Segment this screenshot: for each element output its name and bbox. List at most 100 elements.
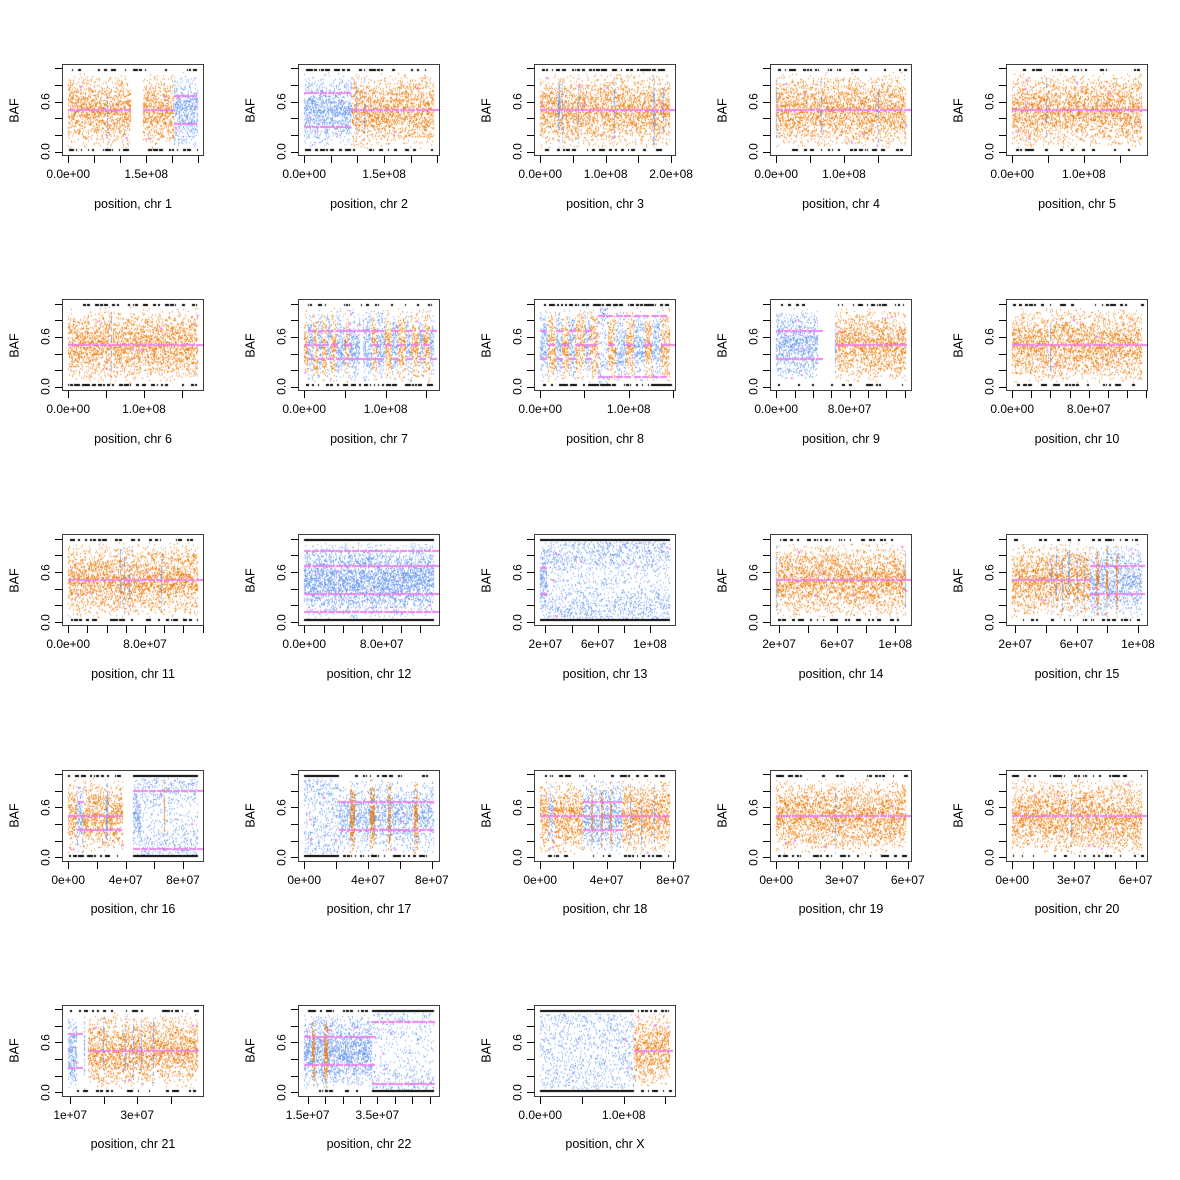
y-tick-mark	[527, 353, 534, 355]
y-tick-mark	[291, 303, 298, 305]
x-tick-mark	[1053, 861, 1055, 869]
x-tick-label: 3e+07	[825, 872, 859, 887]
y-tick-label: 0.6	[982, 798, 997, 816]
y-tick-mark	[527, 1075, 534, 1077]
x-tick-mark	[145, 626, 146, 634]
x-tick-label: 6e+07	[1059, 637, 1094, 652]
x-tick-mark	[841, 861, 843, 869]
x-axis-title-chr-2: position, chr 2	[330, 196, 408, 211]
x-tick-mark	[146, 156, 148, 163]
x-tick-mark	[1107, 391, 1109, 399]
x-tick-mark	[623, 1096, 625, 1104]
panel-chr-3: 0.0 0.6 0.0e+00 1.0e+08 2.0e+08 BAF position, …	[472, 0, 708, 236]
x-tick-mark	[1126, 391, 1128, 399]
x-tick-mark	[540, 861, 542, 869]
x-tick-mark	[304, 156, 306, 163]
x-tick-mark	[426, 391, 428, 399]
y-tick-mark	[55, 118, 62, 120]
y-tick-mark	[291, 622, 298, 624]
x-tick-mark	[1050, 391, 1052, 399]
panel-chr-18: 0.0 0.6 0e+00 4e+07 8e+07 BAF position, chr 18	[472, 706, 708, 942]
y-axis-label: BAF	[243, 333, 258, 358]
panel-chr-8: 0.0 0.6 0.0e+00 1.0e+08 BAF position, chr 8	[472, 235, 708, 471]
y-tick-mark	[763, 68, 770, 70]
scatter-canvas-chr-12	[299, 535, 439, 626]
y-tick-mark	[291, 790, 298, 792]
y-tick-label: 0.6	[746, 798, 761, 816]
scatter-canvas-chr-7	[299, 300, 439, 391]
x-tick-mark	[606, 861, 608, 869]
y-axis-label: BAF	[479, 97, 494, 123]
panel-chr-4: 0.0 0.6 0.0e+00 1.0e+08 BAF position, chr 4	[708, 0, 944, 236]
y-axis-label: BAF	[7, 803, 22, 828]
y-tick-mark	[527, 1092, 534, 1094]
y-tick-mark	[291, 68, 298, 70]
x-axis-title-chr-10: position, chr 10	[1034, 431, 1120, 446]
x-tick-label: 8e+07	[656, 872, 690, 887]
x-tick-label: 1e+07	[53, 1107, 88, 1122]
x-tick-mark	[1083, 156, 1085, 163]
scatter-canvas-chr-2	[299, 65, 439, 155]
y-tick-mark	[527, 1009, 534, 1011]
x-tick-label: 1.0e+08	[583, 167, 628, 181]
y-tick-mark	[291, 370, 298, 372]
x-tick-label: 1e+08	[1121, 637, 1155, 652]
y-tick-label: 0.0	[982, 378, 997, 396]
x-axis-title-chr-11: position, chr 11	[91, 666, 175, 681]
x-tick-mark	[154, 861, 156, 869]
x-tick-mark	[307, 1096, 309, 1104]
panel-chr-X: 0.0 0.6 0.0e+00 1.0e+08 BAF position, chr X	[472, 941, 708, 1177]
x-tick-mark	[895, 626, 897, 634]
scatter-canvas-chr-14	[771, 535, 911, 626]
x-tick-label: 8.0e+07	[1066, 402, 1111, 417]
y-tick-mark	[527, 1042, 534, 1044]
y-axis-label: BAF	[7, 1038, 22, 1063]
panel-chr-1: 0.0 0.6 0.0e+00 1.5e+08 BAF position, chr 1	[0, 0, 236, 236]
y-tick-mark	[763, 555, 770, 557]
y-tick-label: 0.6	[274, 1034, 289, 1051]
x-tick-mark	[623, 626, 625, 634]
y-tick-mark	[999, 773, 1006, 775]
x-tick-mark	[137, 1096, 139, 1104]
y-tick-mark	[55, 1042, 62, 1044]
scatter-canvas-chr-22	[299, 1005, 439, 1096]
x-tick-label: 0.0e+00	[518, 1107, 563, 1122]
y-axis-label: BAF	[715, 333, 730, 358]
scatter-canvas-chr-15	[1007, 535, 1147, 626]
y-tick-mark	[55, 370, 62, 372]
x-tick-mark	[420, 626, 422, 634]
x-tick-label: 3e+07	[120, 1107, 155, 1122]
y-tick-label: 0.0	[510, 143, 525, 160]
y-axis-label: BAF	[7, 333, 22, 358]
x-tick-mark	[1012, 156, 1014, 163]
y-tick-mark	[763, 538, 770, 540]
y-tick-mark	[763, 823, 770, 825]
y-tick-label: 0.6	[746, 93, 761, 110]
x-tick-label: 8.0e+07	[827, 402, 872, 417]
x-axis-title-chr-14: position, chr 14	[798, 666, 884, 681]
x-tick-mark	[573, 861, 575, 869]
x-tick-mark	[904, 391, 906, 399]
y-tick-mark	[763, 572, 770, 574]
y-tick-label: 0.6	[274, 93, 289, 110]
panel-chr-11: 0.0 0.6 0.0e+00 8.0e+07 BAF position, chr 11	[0, 470, 236, 706]
x-tick-mark	[776, 156, 778, 163]
x-tick-mark	[164, 626, 166, 634]
y-tick-label: 0.6	[38, 1034, 53, 1051]
y-tick-label: 0.0	[982, 848, 997, 866]
y-tick-mark	[999, 538, 1006, 540]
x-tick-label: 2.0e+08	[649, 167, 693, 181]
x-axis-title-chr-6: position, chr 6	[94, 431, 172, 446]
x-axis-title-chr-7: position, chr 7	[330, 431, 408, 446]
panel-chr-22: 0.0 0.6 1.5e+07 3.5e+07 BAF position, chr 22	[236, 941, 472, 1177]
scatter-canvas-chr-19	[771, 770, 911, 861]
x-axis-title-chr-1: position, chr 1	[94, 196, 172, 211]
y-tick-mark	[527, 68, 534, 70]
y-tick-mark	[999, 823, 1006, 825]
x-tick-mark	[628, 391, 630, 399]
x-tick-label: 8e+07	[166, 872, 200, 887]
y-tick-label: 0.0	[38, 1084, 53, 1101]
panel-chr-7: 0.0 0.6 0.0e+00 1.0e+08 BAF position, chr 7	[236, 235, 472, 471]
y-tick-mark	[55, 1009, 62, 1011]
x-tick-mark	[571, 626, 573, 634]
